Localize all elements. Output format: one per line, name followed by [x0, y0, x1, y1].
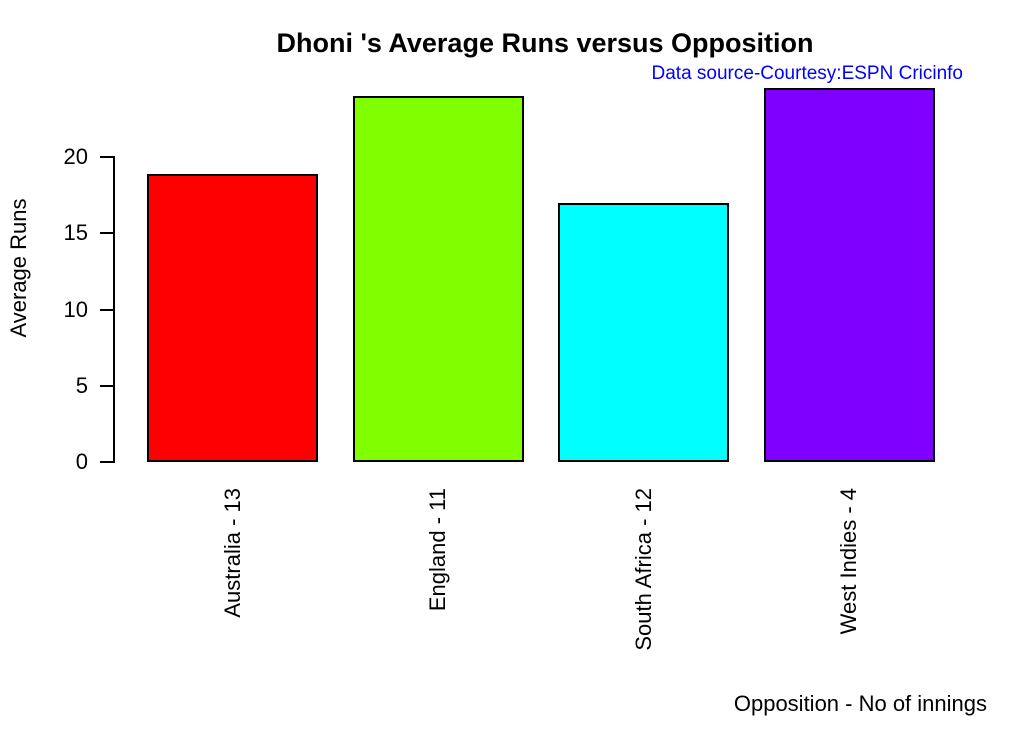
y-axis-tick-label: 0	[75, 449, 88, 474]
x-category-label: South Africa - 12	[631, 488, 656, 651]
y-axis-tick	[100, 385, 115, 387]
y-axis-tick-label: 15	[63, 220, 88, 245]
y-axis-tick	[100, 156, 115, 158]
y-axis-tick-label: 20	[63, 144, 88, 169]
y-axis-tick-label: 5	[75, 373, 88, 398]
data-source-annotation: Data source-Courtesy:ESPN Cricinfo	[651, 63, 964, 84]
chart-title: Dhoni 's Average Runs versus Opposition	[276, 28, 814, 58]
y-axis-tick	[100, 232, 115, 234]
bar-west-indies-4	[764, 88, 935, 462]
x-category-label: Australia - 13	[220, 488, 245, 618]
y-axis-tick-label: 10	[63, 297, 88, 322]
y-axis-tick	[100, 309, 115, 311]
bar-south-africa-12	[558, 203, 729, 462]
bar-australia-13	[147, 174, 318, 462]
x-axis-label: Opposition - No of innings	[733, 691, 987, 716]
x-category-label: West Indies - 4	[836, 488, 861, 635]
x-category-label: England - 11	[425, 488, 450, 612]
bar-england-11	[353, 96, 524, 462]
y-axis-tick	[100, 461, 115, 463]
